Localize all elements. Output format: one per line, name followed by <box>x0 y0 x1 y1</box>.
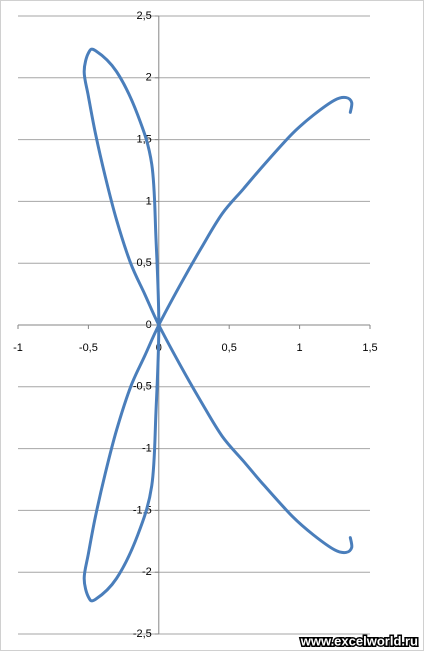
x-tick-label: -1 <box>13 342 23 354</box>
y-tick-label: 1 <box>146 195 152 207</box>
y-tick-label: -2 <box>142 566 152 578</box>
curve <box>82 47 354 603</box>
x-tick-label: -0,5 <box>79 342 98 354</box>
y-tick-label: 2,5 <box>137 10 152 22</box>
y-tick-label: -2,5 <box>133 628 152 640</box>
x-tick-label: 1,5 <box>362 342 377 354</box>
x-tick-label: 0,5 <box>222 342 237 354</box>
y-tick-label: 0,5 <box>137 257 152 269</box>
watermark: www.excelworld.ru <box>300 633 418 648</box>
y-tick-label: -1 <box>142 443 152 455</box>
y-tick-label: 2 <box>146 72 152 84</box>
x-tick-label: 1 <box>297 342 303 354</box>
y-tick-label: -0,5 <box>133 381 152 393</box>
